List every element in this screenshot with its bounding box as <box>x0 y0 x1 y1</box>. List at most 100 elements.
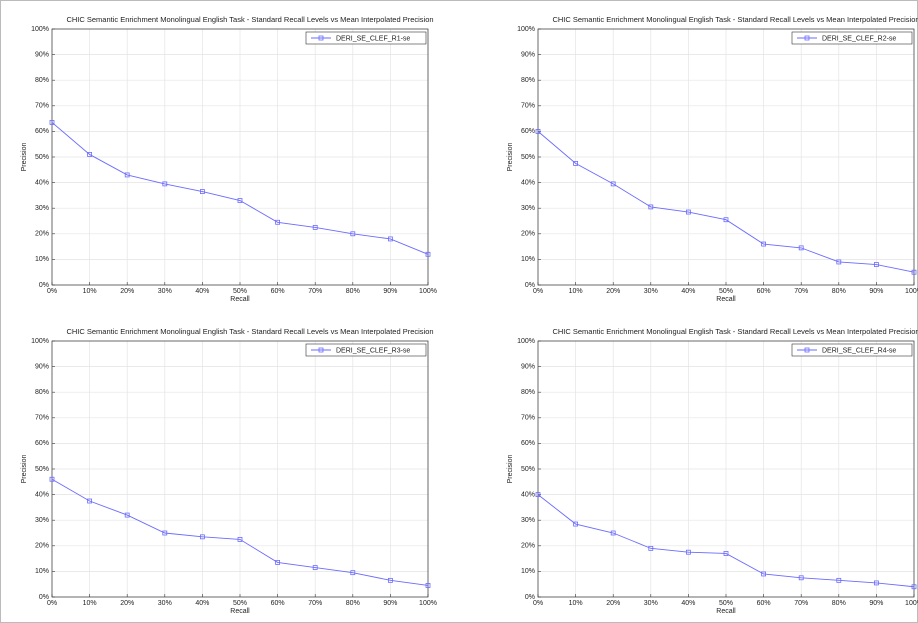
y-tick-label: 70% <box>35 103 49 110</box>
chart-title: CHIC Semantic Enrichment Monolingual Eng… <box>552 327 918 336</box>
data-point <box>761 571 767 577</box>
y-tick-label: 100% <box>31 26 49 33</box>
data-point <box>237 198 243 203</box>
y-tick-label: 80% <box>521 389 535 396</box>
data-point <box>425 583 431 588</box>
x-tick-label: 50% <box>719 600 733 607</box>
data-point <box>836 259 842 265</box>
x-axis-label: Recall <box>716 608 736 615</box>
x-tick-label: 0% <box>533 288 543 295</box>
data-point <box>723 551 729 556</box>
x-tick-label: 0% <box>47 288 57 295</box>
y-tick-label: 90% <box>35 363 49 370</box>
x-tick-label: 20% <box>606 288 620 295</box>
y-tick-label: 30% <box>35 205 49 212</box>
y-tick-label: 10% <box>35 568 49 575</box>
x-tick-label: 0% <box>47 600 57 607</box>
data-point <box>350 570 356 576</box>
x-tick-label: 80% <box>832 600 846 607</box>
x-tick-label: 80% <box>832 288 846 295</box>
x-tick-label: 80% <box>346 288 360 295</box>
x-tick-label: 90% <box>383 600 397 607</box>
y-tick-label: 100% <box>31 338 49 345</box>
legend-label: DERI_SE_CLEF_R2-se <box>822 35 896 42</box>
x-tick-label: 0% <box>533 600 543 607</box>
x-tick-label: 90% <box>869 288 883 295</box>
data-point <box>162 530 168 536</box>
data-point <box>685 209 691 215</box>
x-tick-label: 30% <box>644 288 658 295</box>
legend-box <box>791 31 913 45</box>
legend-label: DERI_SE_CLEF_R3-se <box>336 347 410 354</box>
data-point <box>911 584 917 590</box>
y-tick-label: 40% <box>521 179 535 186</box>
chart-title: CHIC Semantic Enrichment Monolingual Eng… <box>66 15 433 24</box>
data-point <box>798 575 804 581</box>
legend-box <box>305 31 427 45</box>
x-axis-label: Recall <box>230 608 250 615</box>
data-point <box>387 577 393 583</box>
y-tick-label: 30% <box>35 517 49 524</box>
data-point <box>275 560 281 565</box>
legend-box <box>305 343 427 357</box>
x-tick-label: 20% <box>120 288 134 295</box>
legend-marker <box>804 35 810 41</box>
legend-marker <box>804 347 810 353</box>
x-tick-label: 50% <box>719 288 733 295</box>
y-tick-label: 80% <box>35 389 49 396</box>
plot-border <box>51 340 429 598</box>
x-tick-label: 40% <box>681 288 695 295</box>
data-point <box>535 492 541 498</box>
legend-box <box>791 343 913 357</box>
x-tick-label: 100% <box>905 600 918 607</box>
x-tick-label: 20% <box>120 600 134 607</box>
x-tick-label: 10% <box>83 600 97 607</box>
y-tick-label: 60% <box>521 440 535 447</box>
y-tick-label: 50% <box>35 154 49 161</box>
x-axis-label: Recall <box>230 296 250 303</box>
legend-label: DERI_SE_CLEF_R1-se <box>336 35 410 42</box>
x-axis-label: Recall <box>716 296 736 303</box>
x-tick-label: 40% <box>195 288 209 295</box>
y-tick-label: 60% <box>35 128 49 135</box>
data-point <box>312 224 318 230</box>
x-tick-label: 60% <box>271 288 285 295</box>
y-tick-label: 0% <box>39 594 49 601</box>
data-point <box>836 577 842 583</box>
plot-border <box>537 28 915 286</box>
x-tick-label: 100% <box>905 288 918 295</box>
y-tick-label: 20% <box>521 543 535 550</box>
chart-panel: CHIC Semantic Enrichment Monolingual Eng… <box>21 15 437 303</box>
data-point <box>124 172 130 178</box>
data-point <box>49 476 55 482</box>
x-tick-label: 70% <box>308 288 322 295</box>
data-point <box>573 521 578 527</box>
data-point <box>873 580 879 586</box>
y-tick-label: 50% <box>521 154 535 161</box>
y-tick-label: 50% <box>35 466 49 473</box>
data-point <box>873 262 879 267</box>
data-point <box>648 545 654 551</box>
x-tick-label: 30% <box>158 600 172 607</box>
data-point <box>798 245 804 251</box>
data-point <box>573 160 578 166</box>
data-point <box>162 181 168 187</box>
y-tick-label: 70% <box>521 415 535 422</box>
chart-panel: CHIC Semantic Enrichment Monolingual Eng… <box>21 327 437 615</box>
y-tick-label: 100% <box>517 338 535 345</box>
y-tick-label: 20% <box>35 543 49 550</box>
y-axis-label: Precision <box>507 143 514 172</box>
y-tick-label: 0% <box>525 594 535 601</box>
chart-panel: CHIC Semantic Enrichment Monolingual Eng… <box>507 15 918 303</box>
y-tick-label: 40% <box>521 491 535 498</box>
y-tick-label: 30% <box>521 517 535 524</box>
data-point <box>312 565 318 570</box>
data-point <box>49 120 55 125</box>
legend-marker <box>318 35 324 41</box>
x-tick-label: 10% <box>83 288 97 295</box>
data-point <box>199 189 205 194</box>
data-point <box>761 241 767 247</box>
x-tick-label: 20% <box>606 600 620 607</box>
y-tick-label: 10% <box>521 256 535 263</box>
